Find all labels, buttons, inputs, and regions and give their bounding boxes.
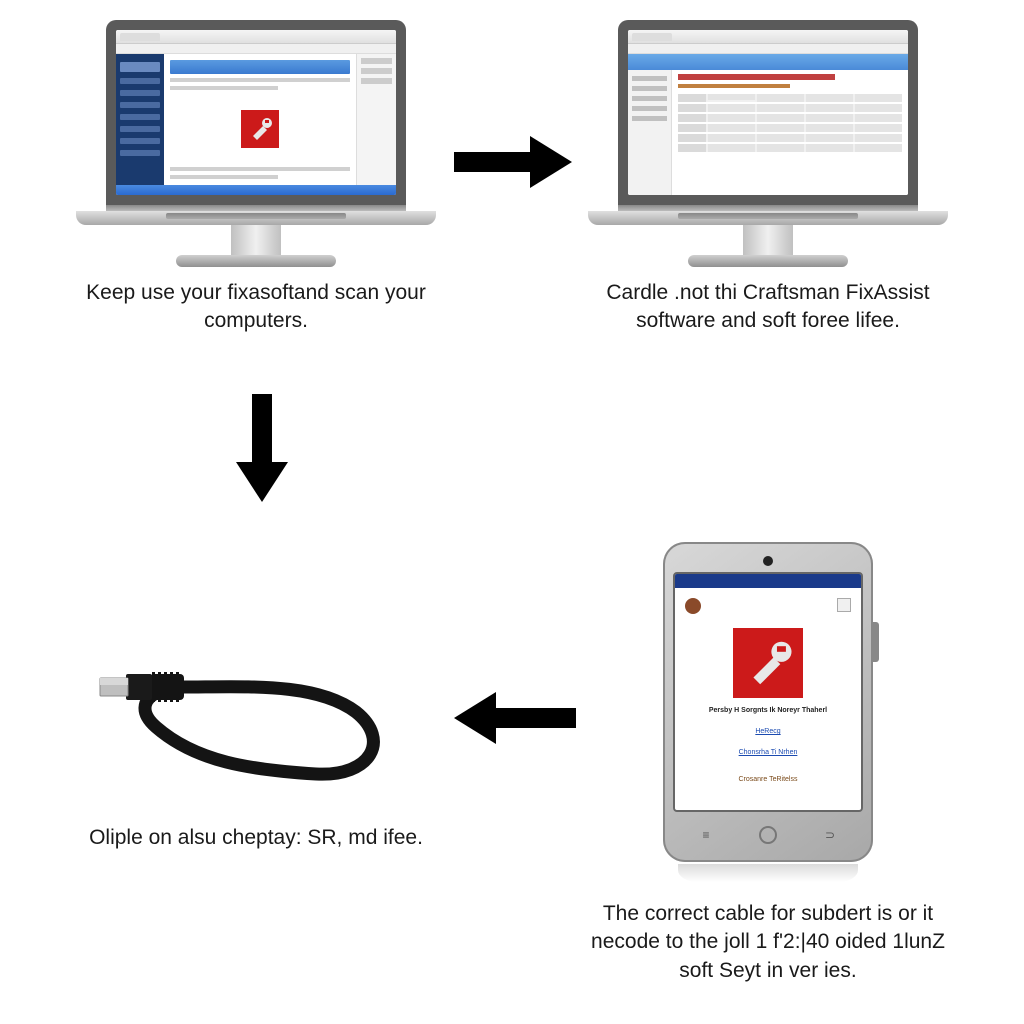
back-button-icon[interactable]: ⊃ — [817, 827, 843, 843]
page-sidebar — [116, 54, 164, 185]
panel-step-2: Cardle .not thi Craftsman FixAssist soft… — [512, 0, 1024, 512]
handheld-device: Persby H Sorgnts Ik Noreyr Thaherl HeRec… — [663, 542, 873, 862]
page-content — [164, 54, 356, 185]
caption-step-2: Cardle .not thi Craftsman FixAssist soft… — [578, 279, 958, 336]
panel-step-4: Persby H Sorgnts Ik Noreyr Thaherl HeRec… — [512, 512, 1024, 1024]
panel-step-3: Oliple on alsu cheptay: SR, md ifee. — [0, 512, 512, 1024]
caption-step-1: Keep use your fixasoftand scan your comp… — [66, 279, 446, 336]
device-camera — [763, 556, 773, 566]
device-footer-text: Crosanre TeRitelss — [738, 775, 797, 784]
arrow-left-icon — [446, 688, 576, 748]
browser-address-bar — [116, 44, 396, 54]
laptop-keyboard-base — [588, 211, 948, 225]
menu-button-icon[interactable]: ≡ — [693, 827, 719, 843]
browser-address-bar — [628, 44, 908, 54]
laptop-1-screen — [106, 20, 406, 205]
device-status-bar — [675, 574, 861, 588]
caption-step-4: The correct cable for subdert is or it n… — [578, 900, 958, 985]
home-button-icon[interactable] — [759, 826, 777, 844]
arrow-right-icon — [454, 132, 574, 192]
laptop-2-screen — [618, 20, 918, 205]
device-reflection — [678, 864, 858, 882]
browser-tabs — [628, 30, 908, 44]
os-taskbar — [116, 185, 396, 195]
data-table — [678, 92, 902, 191]
device-screen: Persby H Sorgnts Ik Noreyr Thaherl HeRec… — [673, 572, 863, 812]
page-left-nav — [628, 70, 672, 195]
device-sub-link: HeRecg — [755, 727, 780, 736]
device-title-text: Persby H Sorgnts Ik Noreyr Thaherl — [709, 706, 827, 715]
usb-cable — [86, 592, 426, 812]
arrow-down-icon — [232, 394, 292, 504]
page-right-column — [356, 54, 396, 185]
close-icon — [837, 598, 851, 612]
browser-tabs — [116, 30, 396, 44]
page-title-bar — [628, 54, 908, 70]
laptop-1 — [76, 20, 436, 267]
caption-step-3: Oliple on alsu cheptay: SR, md ifee. — [89, 824, 423, 852]
device-nav-buttons: ≡ ⊃ — [673, 818, 863, 852]
tool-badge-icon — [733, 628, 803, 698]
tool-badge-icon — [241, 110, 279, 148]
laptop-2 — [588, 20, 948, 267]
device-link: Chonsrha Ti Nrhen — [739, 748, 798, 757]
laptop-keyboard-base — [76, 211, 436, 225]
page-content — [672, 70, 908, 195]
app-icon — [685, 598, 701, 614]
